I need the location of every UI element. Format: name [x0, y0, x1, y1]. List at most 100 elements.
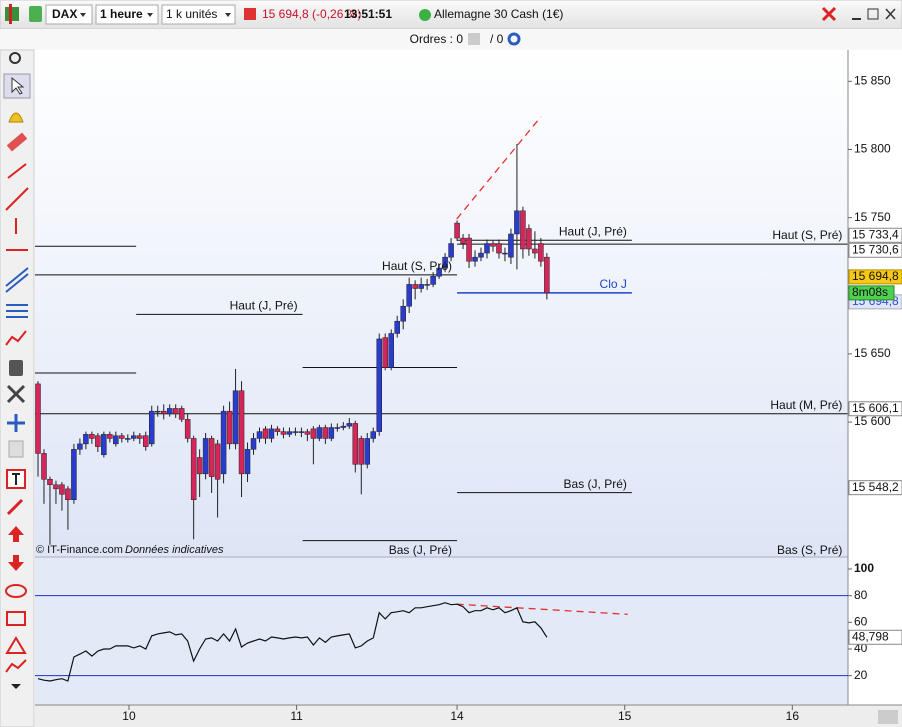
more-tools[interactable] — [11, 684, 21, 689]
candle-body — [424, 284, 430, 286]
candle-body — [196, 457, 203, 475]
orders-label: Ordres : 0 — [410, 32, 464, 46]
delete-tool[interactable] — [9, 360, 23, 376]
level-label: Bas (S, Pré) — [777, 543, 842, 557]
level-label: Clo J — [600, 277, 627, 291]
candle-body — [65, 488, 71, 501]
line-tool[interactable] — [5, 187, 29, 211]
candle-body — [208, 438, 215, 477]
x-tick-label: 14 — [450, 709, 464, 723]
arrow-tool[interactable] — [6, 498, 24, 516]
size-select[interactable] — [161, 4, 236, 25]
candle-body — [41, 453, 47, 480]
candle-body — [280, 431, 287, 435]
dropdown-arrow — [147, 13, 153, 17]
candle-body — [298, 431, 305, 433]
candle-body — [382, 337, 388, 368]
candle-body — [484, 243, 490, 254]
price-tag — [848, 480, 902, 496]
candle-body — [154, 410, 161, 413]
candle-body — [340, 425, 347, 428]
zoom-tool[interactable] — [9, 52, 21, 64]
indicator-tool[interactable] — [5, 330, 27, 346]
candle-body — [418, 284, 424, 289]
level-label: Haut (J, Pré) — [230, 299, 298, 313]
countdown-box — [848, 285, 895, 301]
maximize-button[interactable] — [867, 8, 879, 20]
candle-body — [442, 256, 448, 269]
source: © IT-Finance.com — [36, 544, 123, 556]
refresh-button[interactable] — [821, 6, 837, 22]
window-buttons — [821, 6, 896, 22]
triangle-tool[interactable] — [5, 636, 27, 654]
toolbar-icons — [5, 4, 42, 24]
candle-body — [250, 438, 257, 450]
price-tag — [848, 242, 902, 258]
layout-icon[interactable] — [29, 6, 42, 22]
y-tick-label: 15 750 — [854, 210, 891, 224]
segment-tool[interactable] — [7, 163, 27, 179]
resize-handle[interactable] — [878, 710, 898, 724]
candle-body — [526, 228, 532, 250]
candle-body — [148, 410, 155, 445]
fibo-tool[interactable] — [6, 304, 28, 318]
price-plot — [35, 116, 848, 545]
candle-body — [544, 256, 550, 294]
close-button[interactable] — [885, 8, 896, 20]
x-tick-label: 10 — [122, 709, 136, 723]
dropdown-arrow — [80, 13, 86, 17]
settings-icon[interactable] — [507, 32, 521, 46]
down-tool[interactable] — [8, 555, 24, 571]
candle-body — [394, 320, 400, 334]
candle-body — [119, 435, 125, 439]
alert-tool[interactable] — [8, 112, 24, 123]
level-label: Haut (S, Pré) — [382, 259, 452, 273]
channel-tool[interactable] — [5, 267, 29, 293]
candle-body — [436, 267, 442, 277]
tools-tool[interactable] — [6, 384, 26, 404]
timeframe: 1 heure — [100, 7, 143, 21]
candle-body — [346, 423, 353, 427]
candle-body — [538, 243, 544, 262]
rsi-line — [37, 602, 548, 682]
countdown: 8m08s — [852, 285, 888, 299]
candle-body — [274, 428, 281, 432]
up-tool[interactable] — [8, 526, 24, 542]
ellipse-tool[interactable] — [5, 584, 27, 598]
y-tick-label: 15 800 — [854, 142, 891, 156]
change-icon — [244, 8, 256, 20]
candle-body — [202, 438, 209, 475]
y-tick-label: 15 600 — [854, 414, 891, 428]
candle-body — [376, 338, 382, 432]
candle-body — [35, 383, 41, 454]
instrument: Allemagne 30 Cash (1€) — [434, 7, 563, 21]
copy-tool[interactable] — [8, 440, 24, 458]
candle-body — [172, 408, 179, 415]
price-tag-label: 15 548,2 — [852, 480, 899, 494]
candle-body — [131, 435, 137, 439]
app-icon-part — [9, 4, 12, 24]
x-axis — [35, 705, 902, 727]
trend-line — [456, 603, 628, 615]
price: 15 694,8 (-0,26 %) — [262, 7, 361, 21]
candle-body — [316, 427, 323, 439]
level-label: Haut (S, Pré) — [772, 228, 842, 242]
move-tool[interactable] — [7, 414, 25, 432]
y-tick-label: 15 850 — [854, 74, 891, 88]
symbol-select[interactable] — [45, 4, 93, 25]
ruler-tool[interactable] — [6, 132, 28, 152]
candle-body — [166, 408, 173, 415]
price-tag — [848, 227, 902, 243]
tool-column — [0, 49, 35, 727]
timeframe-select[interactable] — [95, 4, 159, 25]
rect-tool[interactable] — [6, 611, 26, 626]
candle-body — [370, 431, 377, 439]
polyline-tool[interactable] — [5, 659, 27, 673]
time: 13:51:51 — [344, 7, 392, 21]
minimize-button[interactable] — [852, 18, 861, 20]
orders-icon[interactable] — [468, 33, 480, 45]
orders-count: / 0 — [490, 32, 504, 46]
rsi-tag — [848, 629, 902, 645]
level-label: Haut (J, Pré) — [559, 224, 627, 238]
